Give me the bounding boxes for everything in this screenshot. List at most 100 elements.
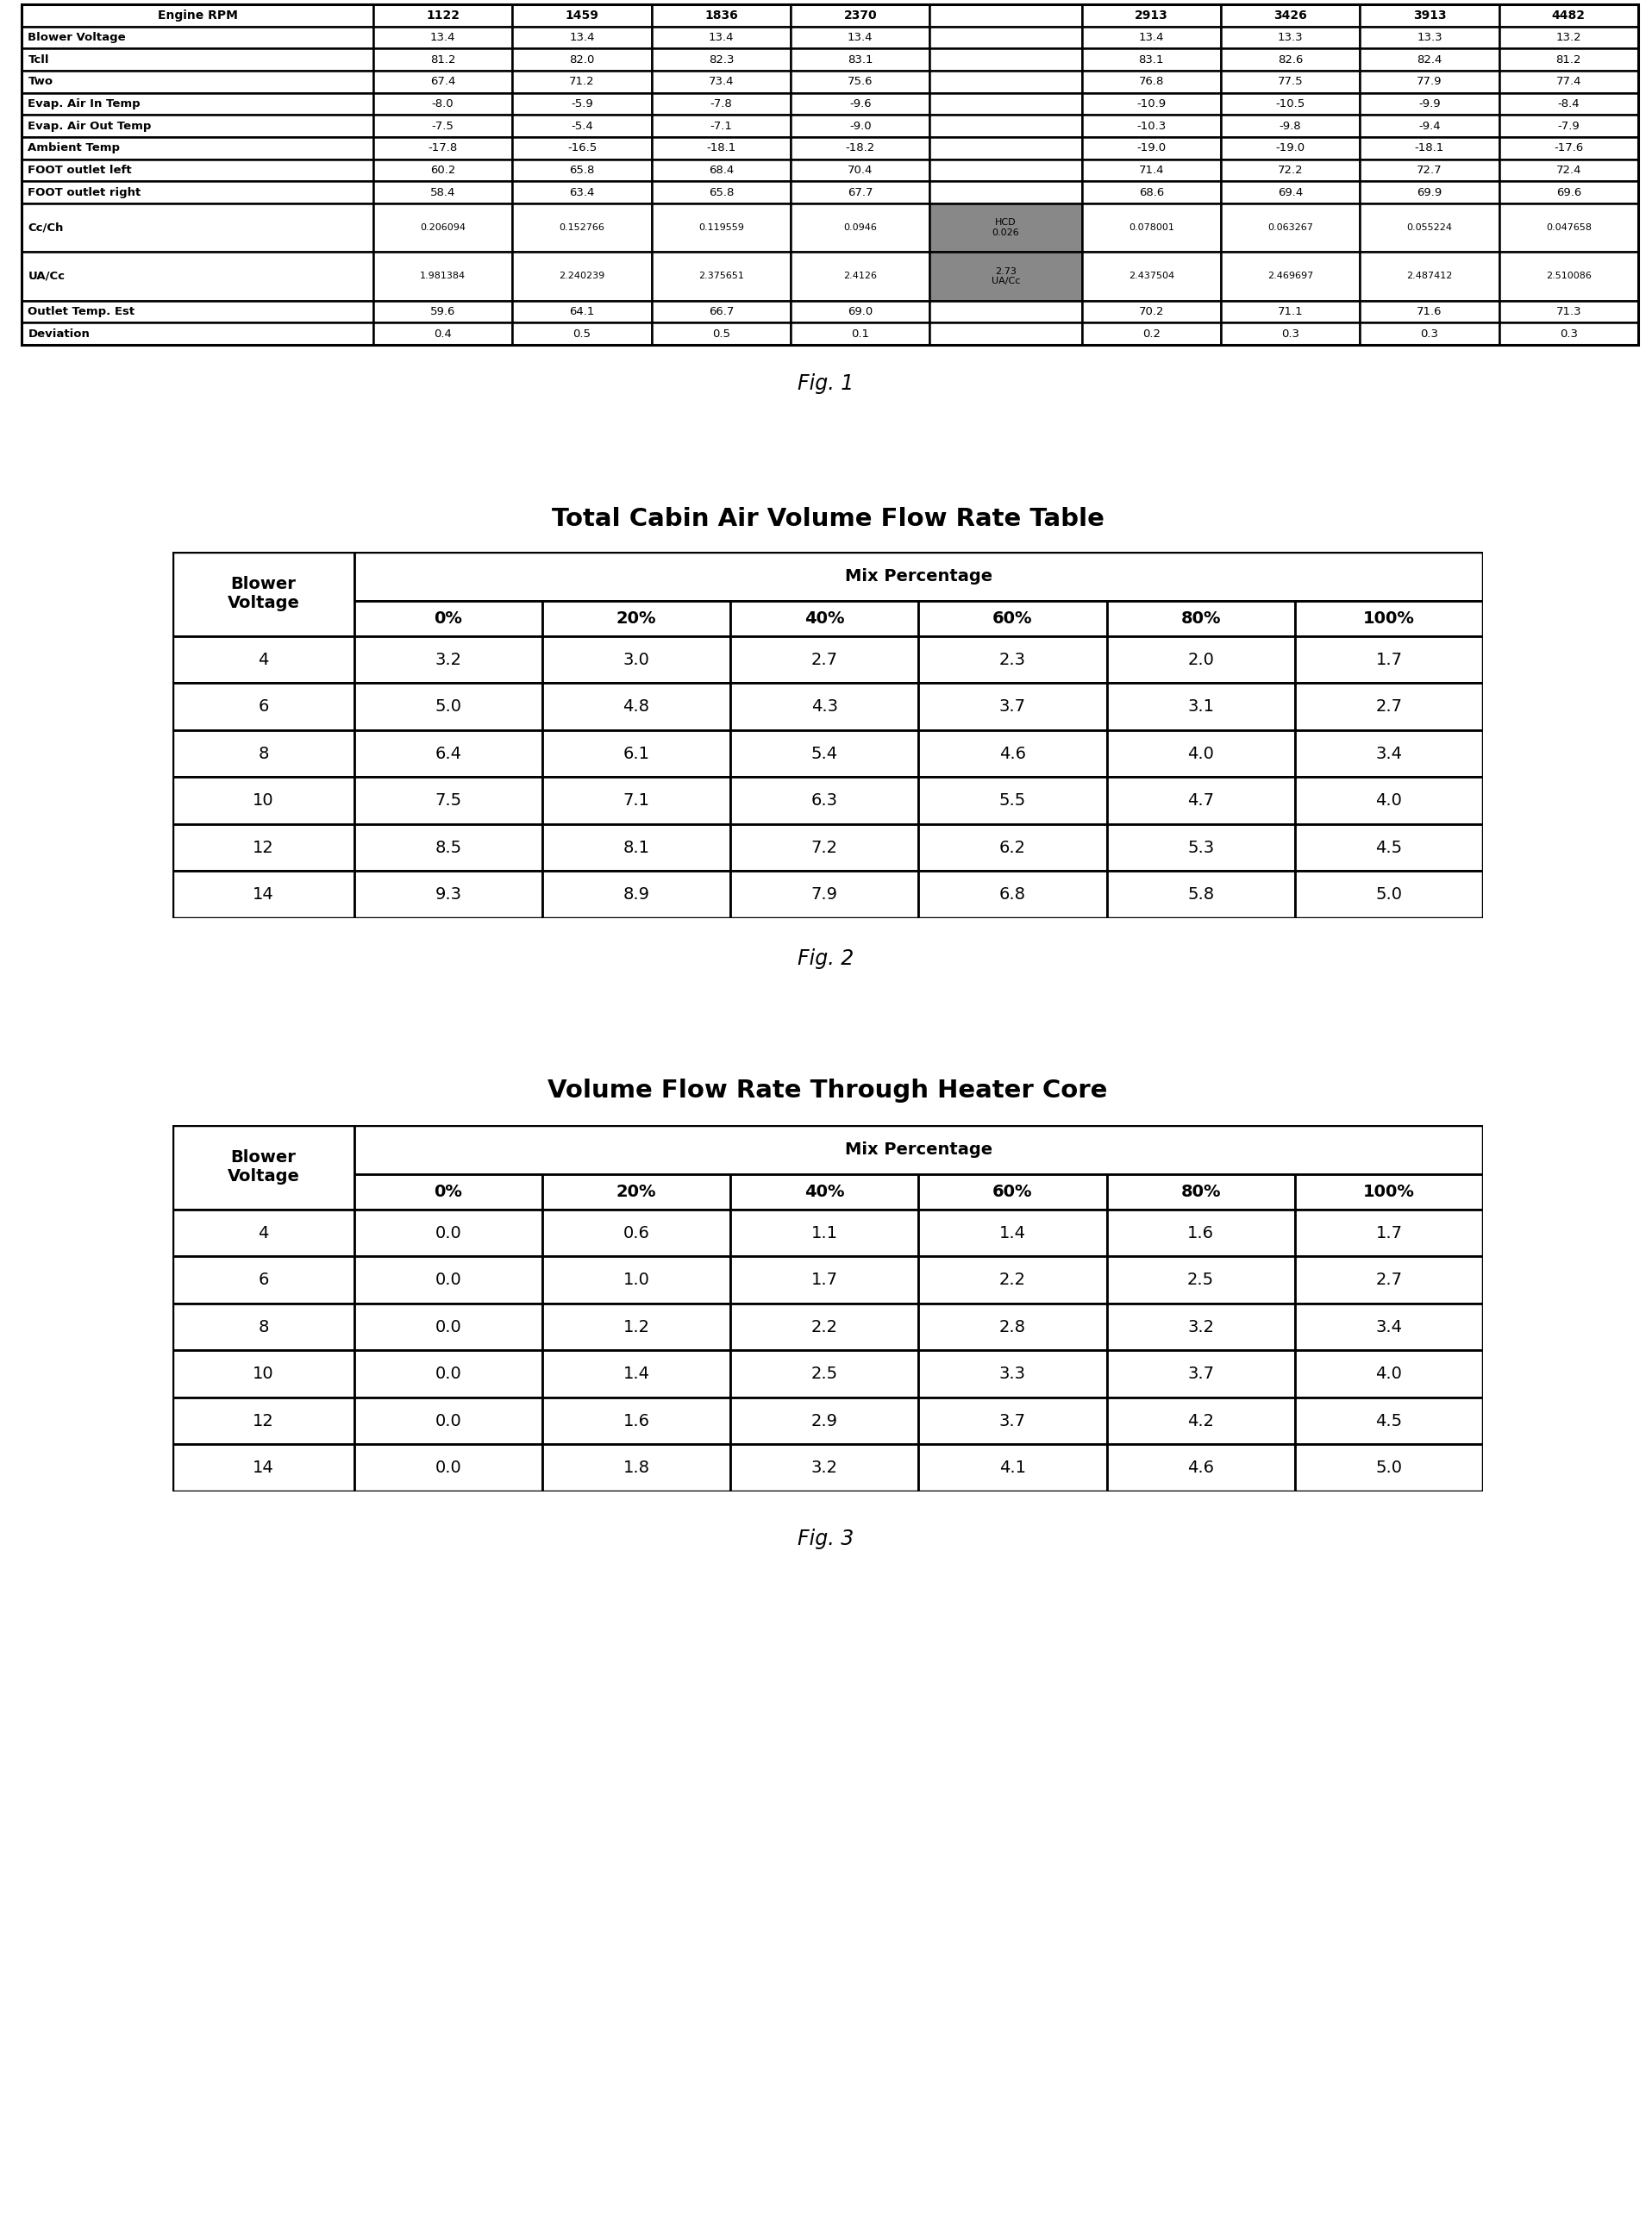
Text: 3.7: 3.7 bbox=[999, 1412, 1026, 1430]
Text: 76.8: 76.8 bbox=[1138, 75, 1165, 87]
Bar bbox=[172, 1445, 354, 1492]
Bar bbox=[930, 322, 1082, 344]
Bar bbox=[930, 182, 1082, 204]
Text: 6.4: 6.4 bbox=[434, 746, 461, 761]
Bar bbox=[930, 71, 1082, 93]
Text: 69.6: 69.6 bbox=[1556, 186, 1581, 198]
Bar bbox=[930, 138, 1082, 160]
Text: -5.4: -5.4 bbox=[572, 120, 593, 131]
Text: 2.2: 2.2 bbox=[999, 1272, 1026, 1288]
Text: -7.8: -7.8 bbox=[710, 98, 732, 109]
Text: 71.1: 71.1 bbox=[1277, 306, 1303, 317]
Bar bbox=[512, 300, 651, 322]
Text: -10.9: -10.9 bbox=[1137, 98, 1166, 109]
Bar bbox=[1221, 300, 1360, 322]
Bar bbox=[354, 684, 542, 730]
Bar bbox=[1360, 115, 1498, 138]
Text: 4.8: 4.8 bbox=[623, 699, 649, 715]
Bar bbox=[1498, 182, 1639, 204]
Text: -7.9: -7.9 bbox=[1558, 120, 1579, 131]
Bar bbox=[1295, 730, 1483, 777]
Text: -17.6: -17.6 bbox=[1555, 142, 1583, 153]
Text: -8.4: -8.4 bbox=[1558, 98, 1579, 109]
Text: 2370: 2370 bbox=[844, 9, 877, 22]
Text: Mix Percentage: Mix Percentage bbox=[844, 568, 993, 584]
Text: 6.1: 6.1 bbox=[623, 746, 649, 761]
Bar bbox=[651, 204, 791, 253]
Text: 14: 14 bbox=[253, 1461, 274, 1476]
Bar bbox=[1082, 4, 1221, 27]
Bar bbox=[542, 1303, 730, 1350]
Bar bbox=[730, 1174, 919, 1210]
Bar bbox=[919, 777, 1107, 824]
Bar bbox=[919, 1257, 1107, 1303]
Text: 0%: 0% bbox=[434, 611, 463, 626]
Bar bbox=[21, 300, 373, 322]
Text: -10.5: -10.5 bbox=[1275, 98, 1305, 109]
Bar bbox=[1107, 730, 1295, 777]
Text: 13.2: 13.2 bbox=[1556, 31, 1581, 42]
Text: Total Cabin Air Volume Flow Rate Table: Total Cabin Air Volume Flow Rate Table bbox=[552, 508, 1104, 531]
Bar bbox=[1221, 204, 1360, 253]
Bar bbox=[542, 824, 730, 870]
Bar bbox=[651, 160, 791, 182]
Text: 7.5: 7.5 bbox=[434, 793, 461, 808]
Text: 4: 4 bbox=[258, 1225, 269, 1241]
Text: Outlet Temp. Est: Outlet Temp. Est bbox=[28, 306, 135, 317]
Bar bbox=[172, 824, 354, 870]
Bar bbox=[373, 204, 512, 253]
Bar bbox=[730, 1303, 919, 1350]
Bar bbox=[930, 49, 1082, 71]
Text: 75.6: 75.6 bbox=[847, 75, 872, 87]
Text: -19.0: -19.0 bbox=[1137, 142, 1166, 153]
Bar bbox=[1498, 300, 1639, 322]
Bar bbox=[1082, 160, 1221, 182]
Bar bbox=[354, 1174, 542, 1210]
Text: 69.0: 69.0 bbox=[847, 306, 872, 317]
Text: 68.4: 68.4 bbox=[709, 164, 733, 175]
Text: 60%: 60% bbox=[993, 1183, 1032, 1201]
Bar bbox=[1221, 49, 1360, 71]
Bar bbox=[1295, 1303, 1483, 1350]
Text: 63.4: 63.4 bbox=[570, 186, 595, 198]
Bar bbox=[1082, 138, 1221, 160]
Bar bbox=[542, 777, 730, 824]
Text: 1.8: 1.8 bbox=[623, 1461, 649, 1476]
Text: 2.437504: 2.437504 bbox=[1128, 273, 1175, 280]
Bar bbox=[919, 730, 1107, 777]
Bar bbox=[512, 322, 651, 344]
Text: -18.2: -18.2 bbox=[846, 142, 876, 153]
Text: 3.2: 3.2 bbox=[434, 650, 461, 668]
Text: -7.1: -7.1 bbox=[710, 120, 732, 131]
Text: 4.0: 4.0 bbox=[1188, 746, 1214, 761]
Text: 80%: 80% bbox=[1181, 611, 1221, 626]
Bar bbox=[542, 1350, 730, 1396]
Bar bbox=[373, 300, 512, 322]
Text: Evap. Air In Temp: Evap. Air In Temp bbox=[28, 98, 140, 109]
Text: 14: 14 bbox=[253, 886, 274, 904]
Text: 81.2: 81.2 bbox=[430, 53, 456, 64]
Bar bbox=[373, 322, 512, 344]
Text: 69.4: 69.4 bbox=[1277, 186, 1303, 198]
Bar bbox=[1221, 115, 1360, 138]
Text: 1122: 1122 bbox=[426, 9, 459, 22]
Text: 4.6: 4.6 bbox=[999, 746, 1026, 761]
Text: 65.8: 65.8 bbox=[709, 186, 733, 198]
Bar bbox=[919, 824, 1107, 870]
Text: 4.5: 4.5 bbox=[1376, 839, 1403, 857]
Bar bbox=[919, 1396, 1107, 1445]
Bar bbox=[512, 4, 651, 27]
Bar bbox=[21, 4, 373, 27]
Text: 1.981384: 1.981384 bbox=[420, 273, 466, 280]
Bar bbox=[172, 684, 354, 730]
Bar bbox=[791, 27, 930, 49]
Text: 2.7: 2.7 bbox=[1376, 699, 1403, 715]
Bar bbox=[373, 138, 512, 160]
Text: 72.4: 72.4 bbox=[1556, 164, 1581, 175]
Text: 2.8: 2.8 bbox=[999, 1319, 1026, 1334]
Bar bbox=[373, 71, 512, 93]
Bar bbox=[1295, 602, 1483, 637]
Text: 3.4: 3.4 bbox=[1376, 1319, 1403, 1334]
Bar bbox=[919, 1174, 1107, 1210]
Text: 83.1: 83.1 bbox=[847, 53, 872, 64]
